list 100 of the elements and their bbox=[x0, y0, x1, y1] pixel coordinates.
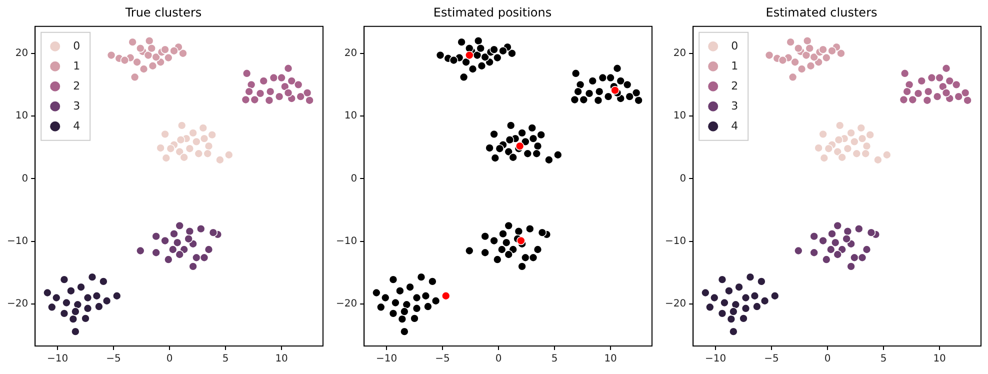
point bbox=[130, 72, 140, 82]
point bbox=[83, 293, 92, 302]
point bbox=[242, 69, 252, 78]
point bbox=[112, 291, 122, 300]
point bbox=[834, 135, 844, 144]
point bbox=[294, 80, 303, 90]
x-tick-label: −5 bbox=[435, 354, 450, 365]
point bbox=[833, 221, 842, 230]
point bbox=[904, 80, 914, 90]
y-tick-label: −20 bbox=[664, 298, 686, 310]
point bbox=[71, 307, 80, 316]
point bbox=[954, 92, 963, 101]
point bbox=[852, 149, 862, 158]
point bbox=[81, 314, 90, 323]
point bbox=[826, 245, 836, 254]
point bbox=[866, 228, 876, 237]
point bbox=[942, 64, 951, 73]
legend-label: 1 bbox=[73, 59, 80, 72]
point bbox=[741, 293, 750, 302]
point bbox=[786, 38, 795, 46]
point bbox=[184, 234, 193, 244]
point bbox=[752, 302, 762, 311]
point bbox=[180, 152, 188, 162]
point bbox=[246, 80, 256, 90]
y-tick-label: 0 bbox=[680, 173, 686, 184]
point bbox=[790, 58, 800, 67]
point bbox=[858, 253, 867, 262]
legend-label: 1 bbox=[731, 59, 738, 72]
point bbox=[73, 300, 82, 310]
x-tick-label: 0 bbox=[824, 354, 831, 365]
point bbox=[861, 149, 870, 158]
y-tick-label: −20 bbox=[336, 298, 358, 310]
y-tick-label: −10 bbox=[336, 236, 358, 247]
point bbox=[196, 224, 206, 234]
point bbox=[168, 245, 178, 254]
point bbox=[746, 272, 755, 282]
point bbox=[828, 46, 836, 56]
point bbox=[810, 248, 818, 258]
point bbox=[729, 307, 738, 316]
point bbox=[244, 87, 254, 96]
legend-label: 3 bbox=[73, 99, 80, 112]
point bbox=[441, 291, 450, 300]
y-tick-label: −20 bbox=[6, 298, 28, 310]
point bbox=[942, 88, 951, 98]
point bbox=[862, 142, 872, 150]
x-tick-label: 5 bbox=[880, 354, 887, 365]
point bbox=[846, 128, 856, 138]
point bbox=[274, 92, 284, 101]
point bbox=[175, 250, 184, 259]
point bbox=[757, 277, 766, 286]
point bbox=[846, 262, 856, 271]
point bbox=[515, 142, 524, 150]
point bbox=[806, 61, 816, 70]
point bbox=[152, 248, 160, 258]
point bbox=[788, 72, 798, 82]
point bbox=[188, 262, 198, 271]
point bbox=[185, 144, 194, 153]
point bbox=[175, 221, 184, 230]
point bbox=[266, 87, 275, 96]
point bbox=[170, 46, 178, 56]
y-tick-label: −10 bbox=[664, 236, 686, 247]
point bbox=[802, 50, 811, 60]
point bbox=[838, 152, 846, 162]
point bbox=[794, 44, 803, 53]
point bbox=[269, 73, 278, 82]
point bbox=[162, 154, 171, 162]
point bbox=[797, 64, 806, 74]
point bbox=[850, 253, 859, 262]
y-tick-label: 0 bbox=[350, 173, 358, 184]
point bbox=[128, 38, 137, 46]
point bbox=[224, 150, 234, 160]
point bbox=[814, 144, 823, 152]
point bbox=[720, 298, 729, 308]
point bbox=[810, 52, 818, 62]
point bbox=[908, 95, 918, 104]
point bbox=[922, 96, 932, 105]
point bbox=[185, 226, 194, 236]
legend-label: 3 bbox=[731, 99, 738, 112]
point bbox=[192, 253, 201, 262]
point bbox=[935, 73, 944, 82]
x-tick-label: 5 bbox=[222, 354, 229, 365]
point bbox=[264, 96, 274, 105]
point bbox=[120, 56, 130, 65]
point bbox=[833, 250, 842, 259]
point bbox=[914, 89, 923, 98]
point bbox=[828, 229, 836, 238]
point bbox=[62, 298, 71, 308]
y-tick-label: 0 bbox=[22, 173, 28, 184]
point bbox=[284, 64, 293, 73]
point bbox=[729, 327, 738, 336]
point bbox=[945, 76, 954, 86]
point bbox=[148, 61, 158, 70]
point bbox=[731, 300, 740, 310]
point bbox=[203, 149, 212, 158]
point bbox=[296, 92, 305, 101]
point bbox=[818, 45, 828, 54]
point bbox=[858, 134, 867, 143]
point bbox=[71, 327, 80, 336]
point bbox=[250, 95, 260, 104]
point bbox=[836, 48, 846, 58]
